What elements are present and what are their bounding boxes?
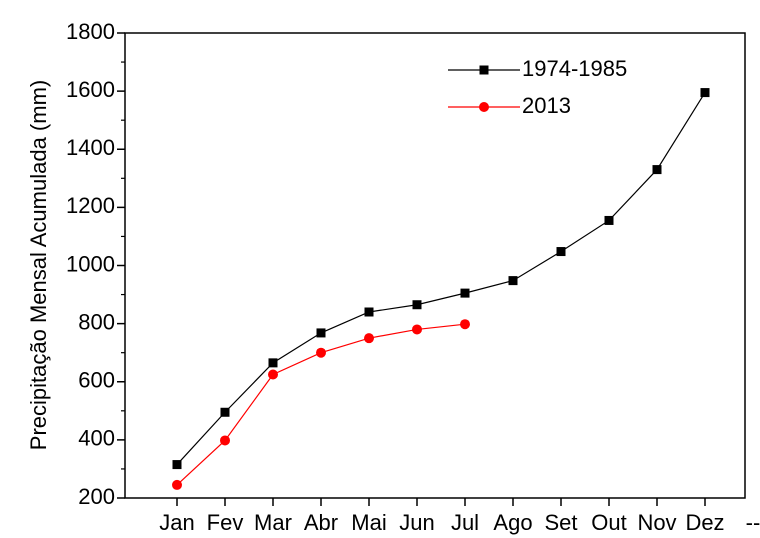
x-tick-label: Mai — [351, 510, 386, 535]
data-point — [220, 407, 230, 417]
x-tick-label: -- — [746, 510, 760, 535]
y-tick-label: 1400 — [66, 135, 115, 160]
data-point — [460, 319, 470, 330]
x-tick-label: Jan — [159, 510, 194, 535]
y-tick-label: 1000 — [66, 251, 115, 276]
y-tick-label: 200 — [78, 484, 115, 509]
x-tick-label: Set — [544, 510, 577, 535]
data-point — [220, 435, 230, 446]
x-tick-label: Mar — [254, 510, 292, 535]
y-tick-label: 1800 — [66, 19, 115, 44]
data-point — [268, 358, 278, 368]
x-tick-label: Dez — [685, 510, 724, 535]
data-point — [364, 307, 374, 317]
x-tick-label: Out — [591, 510, 626, 535]
legend-label: 1974-1985 — [522, 56, 627, 81]
data-point — [172, 460, 182, 470]
data-point — [460, 288, 470, 298]
plot-frame — [124, 32, 746, 499]
y-axis-label: Precipitação Mensal Acumulada (mm) — [26, 80, 51, 450]
data-point — [364, 333, 374, 344]
legend-label: 2013 — [522, 93, 571, 118]
y-tick-label: 600 — [78, 368, 115, 393]
data-point — [508, 276, 518, 286]
x-tick-label: Nov — [637, 510, 676, 535]
data-point — [412, 324, 422, 335]
x-tick-label: Jun — [399, 510, 434, 535]
data-point — [700, 88, 710, 98]
x-tick-label: Abr — [304, 510, 338, 535]
data-point — [316, 347, 326, 358]
data-point — [412, 300, 422, 310]
data-point — [172, 479, 182, 490]
data-point — [556, 247, 566, 257]
x-tick-label: Fev — [207, 510, 244, 535]
y-tick-label: 400 — [78, 426, 115, 451]
y-tick-label: 1600 — [66, 77, 115, 102]
x-tick-label: Ago — [493, 510, 532, 535]
y-tick-label: 800 — [78, 309, 115, 334]
x-tick-label: Jul — [451, 510, 479, 535]
legend-marker — [479, 65, 489, 75]
legend-marker — [479, 102, 489, 112]
series-line — [176, 92, 706, 465]
data-point — [316, 328, 326, 338]
data-point — [652, 165, 662, 175]
data-point — [268, 369, 278, 380]
data-point — [604, 215, 614, 225]
y-tick-label: 1200 — [66, 193, 115, 218]
